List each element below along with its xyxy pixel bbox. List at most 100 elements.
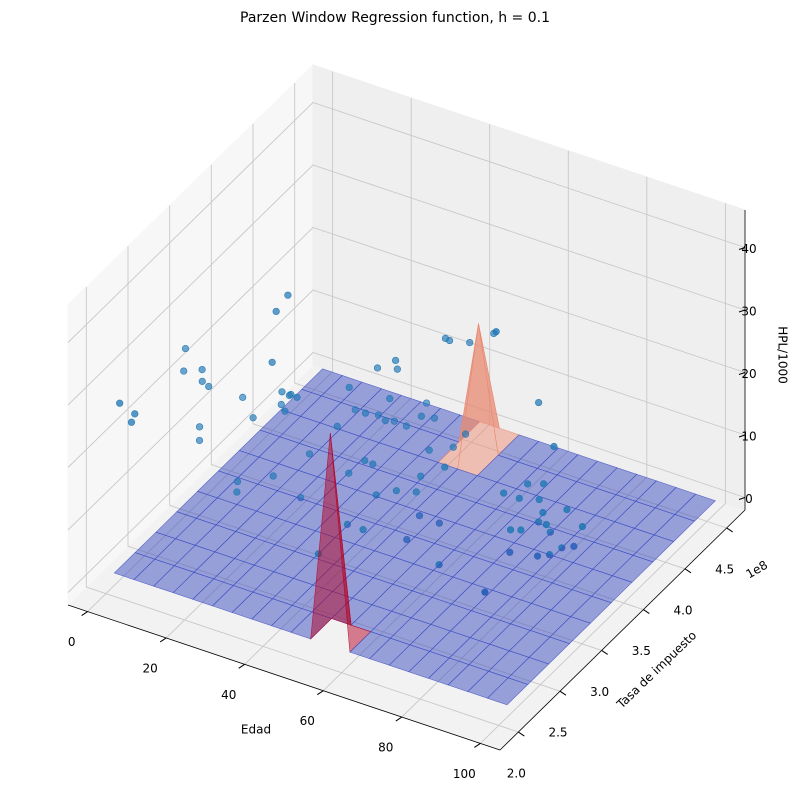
- data-point: [272, 307, 280, 316]
- axis-line: [67, 604, 501, 751]
- data-point: [524, 480, 532, 488]
- y-tick: [684, 568, 692, 574]
- data-point: [180, 367, 188, 375]
- data-point: [239, 393, 247, 401]
- data-point: [361, 409, 370, 417]
- data-point: [277, 400, 285, 409]
- data-point: [449, 443, 457, 451]
- x-tick: [474, 742, 481, 748]
- y-tick: [643, 609, 650, 615]
- z-axis-label: HPL/1000: [776, 326, 790, 384]
- data-point: [345, 383, 353, 392]
- data-point: [205, 382, 213, 391]
- data-point: [284, 291, 292, 299]
- y-tick: [518, 731, 525, 737]
- z-tick-label: 0: [745, 492, 753, 506]
- data-point: [305, 450, 314, 458]
- x-tick: [238, 663, 246, 669]
- data-point: [500, 489, 508, 497]
- z-tick-label: 30: [741, 305, 756, 319]
- data-point: [268, 358, 276, 366]
- data-point: [578, 522, 587, 531]
- x-tick: [159, 637, 167, 643]
- y-tick: [559, 690, 567, 696]
- data-point: [249, 414, 257, 422]
- data-point: [393, 365, 401, 373]
- data-point: [540, 480, 548, 488]
- data-point: [441, 334, 450, 342]
- y-tick-label: 2.0: [507, 767, 526, 781]
- x-tick: [81, 611, 88, 617]
- y-tick: [726, 527, 733, 533]
- grid-line: [67, 351, 746, 593]
- chart-title: Parzen Window Regression function, h = 0…: [240, 10, 550, 26]
- x-tick-label: 0: [68, 635, 76, 649]
- data-point: [351, 406, 359, 414]
- x-tick-label: 20: [143, 661, 158, 675]
- data-point: [466, 338, 474, 347]
- z-tick-label: 20: [741, 367, 756, 381]
- data-point: [563, 506, 571, 514]
- grid-line: [67, 164, 746, 406]
- marks: [113, 291, 716, 706]
- axes: 0 20 40 60 80 100 2.0 2.5 3.0 3.5 4.0 4.5 0 10 20 30 40: [68, 210, 757, 781]
- data-point: [369, 460, 377, 468]
- data-point: [195, 436, 204, 445]
- x-tick-label: 80: [378, 741, 393, 755]
- y-offset-label: 1e8: [743, 558, 770, 581]
- data-point: [333, 422, 341, 430]
- data-point: [374, 411, 383, 419]
- x-tick: [316, 690, 324, 696]
- data-point: [361, 457, 369, 465]
- data-point: [195, 423, 204, 431]
- data-point: [181, 344, 190, 353]
- y-axis-label: Tasa de impuesto: [613, 628, 699, 712]
- x-tick: [395, 716, 403, 722]
- data-point: [278, 388, 286, 396]
- data-point: [345, 469, 353, 477]
- z-tick: [738, 372, 746, 375]
- data-point: [269, 472, 277, 480]
- y-tick: [601, 649, 608, 655]
- y-tick-label: 3.5: [632, 644, 651, 658]
- data-point: [461, 430, 470, 438]
- data-point: [515, 494, 523, 502]
- z-tick: [738, 497, 746, 500]
- data-point: [412, 488, 420, 496]
- data-point: [417, 472, 425, 480]
- z-tick-label: 10: [741, 430, 756, 444]
- data-point: [293, 393, 301, 401]
- data-point: [535, 398, 543, 407]
- y-tick-label: 4.5: [715, 562, 734, 576]
- x-tick-label: 60: [300, 714, 315, 728]
- data-point: [539, 508, 547, 517]
- surface-cell: [486, 677, 529, 706]
- axis-line: [499, 509, 746, 751]
- data-point: [492, 328, 500, 336]
- data-point: [535, 495, 543, 504]
- data-point: [198, 377, 206, 385]
- data-point: [281, 407, 289, 415]
- data-point: [402, 422, 411, 430]
- data-point: [506, 526, 515, 534]
- z-tick: [738, 247, 746, 250]
- data-point: [116, 399, 124, 407]
- data-point: [386, 395, 394, 403]
- x-tick-label: 40: [221, 688, 236, 702]
- y-tick-label: 3.0: [590, 685, 609, 699]
- data-point: [359, 526, 367, 534]
- grid-line: [67, 101, 746, 343]
- y-tick-label: 2.5: [548, 726, 567, 740]
- data-point: [373, 364, 382, 372]
- data-point: [198, 365, 206, 374]
- data-point: [392, 487, 400, 495]
- data-point: [517, 526, 525, 534]
- z-tick-label: 40: [741, 242, 756, 256]
- data-point: [390, 417, 398, 425]
- data-point: [233, 477, 242, 486]
- data-point: [441, 463, 449, 471]
- data-point: [425, 446, 433, 454]
- grid-line: [67, 289, 746, 531]
- data-point: [381, 416, 389, 425]
